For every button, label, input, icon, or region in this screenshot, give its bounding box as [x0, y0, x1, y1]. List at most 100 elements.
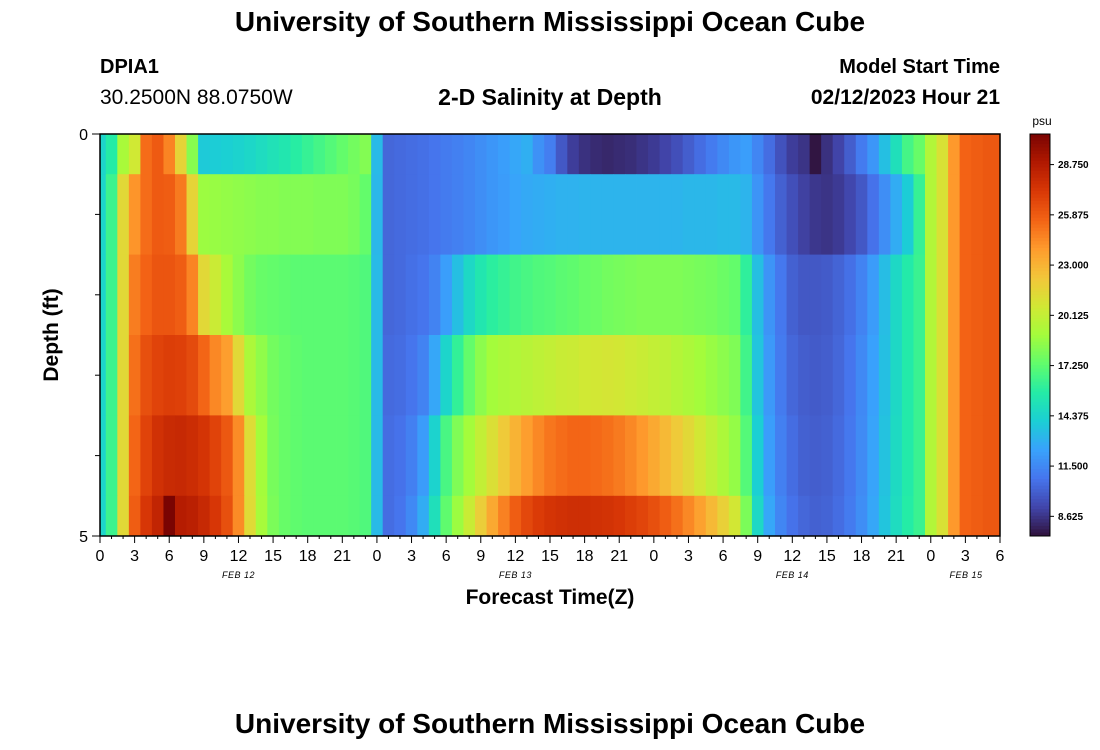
x-tick-label: 0: [96, 548, 105, 565]
heatmap-cell: [100, 335, 107, 416]
colorbar-swatch: [1030, 408, 1050, 413]
colorbar-swatch: [1030, 375, 1050, 380]
heatmap-cell: [394, 495, 407, 537]
heatmap-cell: [405, 134, 418, 175]
colorbar-swatch: [1030, 298, 1050, 302]
colorbar-swatch: [1030, 345, 1050, 349]
heatmap-cell: [855, 174, 868, 255]
heatmap-cell: [440, 254, 453, 336]
heatmap-cell: [705, 415, 718, 497]
heatmap-cell: [821, 495, 834, 537]
heatmap-cell: [659, 174, 672, 255]
heatmap-cell: [544, 335, 557, 416]
heatmap-cell: [267, 495, 280, 537]
heatmap-cell: [498, 415, 511, 497]
heatmap-cell: [313, 335, 326, 416]
heatmap-cell: [671, 254, 684, 336]
colorbar-swatch: [1030, 304, 1050, 309]
heatmap-cell: [382, 254, 395, 336]
heatmap-cell: [578, 254, 591, 336]
heatmap-cell: [613, 335, 626, 416]
heatmap-cell: [659, 415, 672, 497]
colorbar-swatch: [1030, 224, 1050, 229]
heatmap-cell: [521, 495, 534, 537]
colorbar-swatch: [1030, 328, 1050, 333]
heatmap-cell: [751, 495, 764, 537]
heatmap-cell: [636, 495, 649, 537]
colorbar-swatch: [1030, 455, 1050, 460]
heatmap-cell: [267, 415, 280, 497]
heatmap-cell: [578, 415, 591, 497]
heatmap-cell: [959, 174, 972, 255]
heatmap-cell: [509, 495, 522, 537]
heatmap-cell: [705, 495, 718, 537]
heatmap-cell: [394, 174, 407, 255]
colorbar-swatch: [1030, 502, 1050, 507]
colorbar: 28.750 25.875 23.000 20.125 17.250 14.375 11.5…: [1029, 133, 1089, 537]
colorbar-swatch: [1030, 184, 1050, 189]
heatmap-cell: [544, 495, 557, 537]
heatmap-cell: [821, 415, 834, 497]
heatmap-cell: [878, 174, 891, 255]
heatmap-cell: [221, 134, 234, 175]
heatmap-cell: [532, 415, 545, 497]
heatmap-cell: [232, 134, 245, 175]
colorbar-swatch: [1030, 318, 1050, 323]
heatmap-cell: [498, 174, 511, 255]
colorbar-swatch: [1030, 532, 1050, 537]
heatmap-cell: [244, 134, 257, 175]
heatmap-cell: [463, 415, 476, 497]
colorbar-swatch: [1030, 512, 1050, 517]
colorbar-swatch: [1030, 442, 1050, 447]
heatmap-cell: [878, 335, 891, 416]
heatmap-cell: [475, 174, 487, 255]
heatmap-cell: [786, 254, 799, 336]
heatmap-cell: [151, 134, 164, 175]
heatmap-cell: [521, 134, 534, 175]
colorbar-tick-label: 8.625: [1058, 512, 1083, 523]
heatmap-cell: [786, 174, 799, 255]
heatmap-cell: [717, 254, 730, 336]
heatmap-cell: [890, 174, 903, 255]
heatmap-cell: [486, 335, 499, 416]
heatmap-cell: [936, 415, 949, 497]
heatmap-cell: [244, 495, 257, 537]
x-tick-label: 9: [476, 548, 485, 565]
heatmap-cell: [532, 335, 545, 416]
heatmap-cell: [775, 134, 787, 175]
colorbar-swatch: [1030, 291, 1050, 296]
heatmap-cell: [832, 335, 845, 416]
colorbar-swatch: [1030, 207, 1050, 212]
heatmap-cell: [175, 495, 187, 537]
heatmap-cell: [394, 254, 407, 336]
heatmap-cell: [855, 415, 868, 497]
colorbar-swatch: [1030, 234, 1050, 239]
heatmap-cell: [255, 495, 268, 537]
colorbar-tick-label: 14.375: [1058, 411, 1089, 422]
heatmap-cell: [705, 134, 718, 175]
heatmap-cell: [544, 254, 557, 336]
heatmap-cell: [140, 415, 153, 497]
heatmap-cell: [613, 174, 626, 255]
heatmap-cell: [867, 134, 880, 175]
heatmap-cell: [948, 335, 961, 416]
heatmap-cell: [682, 415, 695, 497]
heatmap-cell: [163, 134, 176, 175]
heatmap-cell: [878, 134, 891, 175]
heatmap-cell: [151, 174, 164, 255]
heatmap-cell: [301, 174, 314, 255]
heatmap-cell: [359, 134, 372, 175]
heatmap-cell: [151, 495, 164, 537]
colorbar-swatch: [1030, 211, 1050, 215]
heatmap-cell: [451, 254, 464, 336]
heatmap-cell: [267, 174, 280, 255]
heatmap-cell: [175, 335, 187, 416]
heatmap-cell: [763, 174, 776, 255]
heatmap-cell: [936, 335, 949, 416]
colorbar-swatch: [1030, 194, 1050, 199]
heatmap-cell: [509, 134, 522, 175]
heatmap-cell: [186, 415, 199, 497]
x-tick-label: 21: [610, 548, 628, 565]
heatmap-cell: [971, 335, 984, 416]
heatmap-cell: [244, 174, 257, 255]
